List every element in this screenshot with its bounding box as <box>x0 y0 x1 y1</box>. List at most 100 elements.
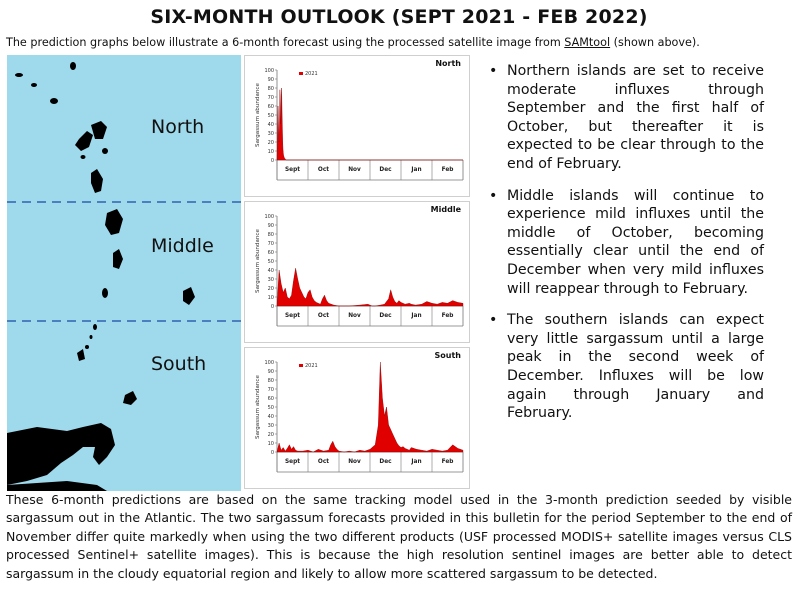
island <box>80 155 86 159</box>
bullet-dot-icon: • <box>489 312 498 329</box>
y-tick-label: 10 <box>268 441 274 447</box>
y-tick-label: 100 <box>264 360 274 366</box>
chart-south-plot: South 0 10 20 30 40 50 60 70 80 90 100 Sargassum abu… <box>255 351 464 473</box>
x-tick-label: Dec <box>379 459 392 465</box>
x-tick-label: Nov <box>348 313 361 319</box>
y-tick-label: 40 <box>268 122 274 128</box>
island-map-drawing <box>7 62 241 491</box>
legend-swatch <box>299 72 303 75</box>
series-area <box>276 268 464 307</box>
y-tick-label: 100 <box>264 214 274 220</box>
y-tick-label: 80 <box>268 86 274 92</box>
island <box>89 335 93 339</box>
series-area <box>276 87 463 161</box>
y-tick-label: 40 <box>268 414 274 420</box>
x-tick-label: Jan <box>410 313 421 319</box>
island <box>15 73 23 77</box>
footer-note: These 6-month predictions are based on t… <box>6 492 792 581</box>
chart-title: North <box>435 59 461 68</box>
forecast-charts: North 0 10 20 30 40 50 60 70 80 90 100 Sargassum abu… <box>244 55 470 491</box>
legend-label: 2021 <box>305 71 318 77</box>
x-tick-label: Feb <box>442 167 454 173</box>
intro-text-start: The prediction graphs below illustrate a… <box>6 36 565 49</box>
region-label-south: South <box>151 353 207 375</box>
island <box>183 287 195 305</box>
chart-north: North 0 10 20 30 40 50 60 70 80 90 100 Sargassum abu… <box>244 55 470 197</box>
y-tick-label: 20 <box>268 432 274 438</box>
north-islands <box>15 62 108 193</box>
y-tick-label: 90 <box>268 223 274 229</box>
island <box>75 131 93 151</box>
page-title: SIX-MONTH OUTLOOK (SEPT 2021 - FEB 2022) <box>150 6 648 28</box>
x-tick-label: Dec <box>379 167 392 173</box>
bullet-north: • Northern islands are set to receive mod… <box>488 62 764 174</box>
y-tick-label: 30 <box>268 131 274 137</box>
island <box>102 148 108 154</box>
x-tick-label: Sept <box>285 459 300 465</box>
y-tick-label: 30 <box>268 277 274 283</box>
y-tick-label: 0 <box>271 158 274 164</box>
middle-islands <box>102 209 195 305</box>
legend-label: 2021 <box>305 363 318 369</box>
chart-title: Middle <box>431 205 462 214</box>
y-tick-label: 20 <box>268 286 274 292</box>
y-tick-label: 0 <box>271 450 274 456</box>
bullet-text: The southern islands can expect very lit… <box>507 312 764 422</box>
bullet-text: Northern islands are set to receive mode… <box>507 63 764 172</box>
island <box>113 249 123 269</box>
y-tick-label: 60 <box>268 250 274 256</box>
mainland-coast <box>7 481 107 491</box>
x-tick-label: Oct <box>318 313 329 319</box>
x-tick-label: Oct <box>318 459 329 465</box>
y-tick-label: 90 <box>268 369 274 375</box>
south-islands <box>7 324 137 491</box>
chart-middle: Middle 0 10 20 30 40 50 60 70 80 90 100 Sargassum ab… <box>244 201 470 343</box>
y-tick-label: 90 <box>268 77 274 83</box>
y-tick-label: 30 <box>268 423 274 429</box>
y-tick-label: 70 <box>268 241 274 247</box>
island <box>50 98 58 104</box>
bullet-middle: • Middle islands will continue to experie… <box>488 187 764 299</box>
y-tick-label: 50 <box>268 113 274 119</box>
chart-title: South <box>435 351 462 360</box>
chart-north-plot: North 0 10 20 30 40 50 60 70 80 90 100 Sargassum abu… <box>255 59 464 181</box>
island <box>91 121 107 139</box>
x-tick-label: Sept <box>285 167 300 173</box>
x-tick-label: Jan <box>410 167 421 173</box>
x-tick-label: Oct <box>318 167 329 173</box>
x-tick-label: Feb <box>442 313 454 319</box>
region-label-middle: Middle <box>151 235 214 257</box>
y-tick-label: 60 <box>268 104 274 110</box>
y-tick-label: 0 <box>271 304 274 310</box>
island <box>85 345 89 349</box>
chart-middle-plot: Middle 0 10 20 30 40 50 60 70 80 90 100 Sargassum ab… <box>255 205 464 327</box>
bullet-text: Middle islands will continue to experien… <box>507 187 764 297</box>
bullet-dot-icon: • <box>489 187 498 204</box>
samtool-link[interactable]: SAMtool <box>564 36 611 49</box>
x-tick-label: Feb <box>442 459 454 465</box>
y-tick-label: 100 <box>264 68 274 74</box>
y-tick-label: 70 <box>268 95 274 101</box>
island <box>77 349 85 361</box>
island <box>93 324 97 330</box>
x-tick-label: Nov <box>348 167 361 173</box>
bullet-dot-icon: • <box>489 63 498 79</box>
series-area <box>276 361 464 453</box>
y-tick-label: 50 <box>268 405 274 411</box>
x-tick-label: Dec <box>379 313 392 319</box>
island <box>105 209 123 235</box>
y-tick-label: 10 <box>268 295 274 301</box>
y-axis-label: Sargassum abundance <box>255 83 261 147</box>
island <box>70 62 76 70</box>
island <box>31 83 37 87</box>
y-axis-label: Sargassum abundance <box>255 229 261 293</box>
bullet-south: • The southern islands can expect very li… <box>488 311 764 423</box>
x-tick-label: Nov <box>348 459 361 465</box>
mainland-coast <box>7 423 115 485</box>
y-tick-label: 70 <box>268 387 274 393</box>
intro-text: The prediction graphs below illustrate a… <box>6 36 796 49</box>
island <box>102 288 108 298</box>
y-tick-label: 50 <box>268 259 274 265</box>
y-tick-label: 10 <box>268 149 274 155</box>
y-tick-label: 20 <box>268 140 274 146</box>
